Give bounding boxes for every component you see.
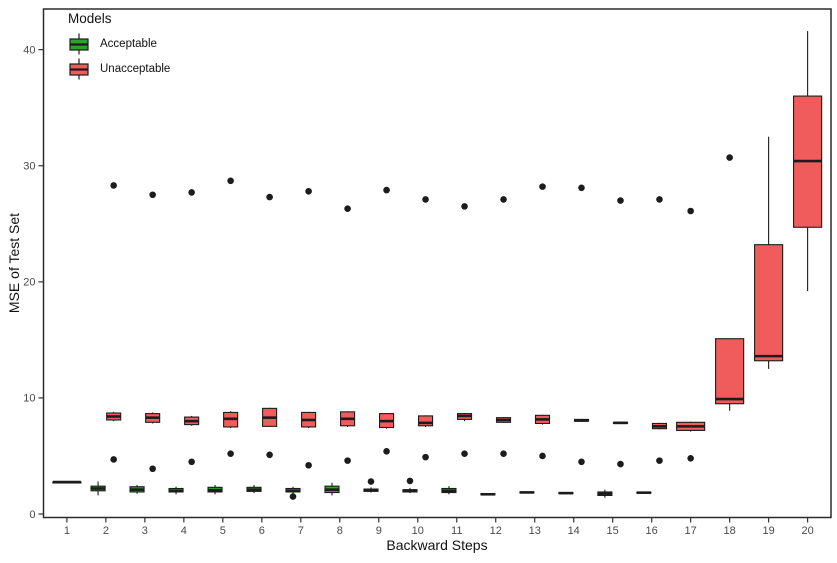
outlier-dot-unacceptable-x2: [110, 456, 117, 463]
legend-item-unacceptable: Unacceptable: [66, 56, 170, 81]
x-tick-label: 19: [762, 525, 774, 537]
x-tick-label: 5: [220, 525, 226, 537]
x-tick-label: 7: [298, 525, 304, 537]
outlier-dot-unacceptable-x10: [422, 196, 429, 203]
legend-label-acceptable: Acceptable: [100, 37, 157, 50]
x-axis-title: Backward Steps: [386, 537, 488, 553]
x-tick-label: 6: [259, 525, 265, 537]
x-tick-label: 16: [646, 525, 658, 537]
box-unacceptable-x18: [715, 338, 745, 405]
outlier-dot-unacceptable-x6: [266, 451, 273, 459]
outlier-dot-unacceptable-x5: [227, 450, 234, 457]
outlier-dot-unacceptable-x6: [266, 193, 273, 201]
outlier-dot-unacceptable-x7: [305, 461, 312, 469]
outlier-dot-unacceptable-x18: [726, 154, 733, 161]
x-tick-label: 15: [607, 525, 619, 537]
outlier-dot-unacceptable-x11: [461, 203, 468, 210]
x-tick-label: 1: [64, 525, 70, 537]
legend-item-acceptable: Acceptable: [66, 31, 170, 56]
outlier-dot-unacceptable-x4: [188, 458, 195, 466]
y-tick-label: 20: [23, 277, 35, 289]
box-unacceptable-x19: [754, 244, 784, 362]
x-tick-label: 3: [142, 525, 148, 537]
y-tick-label: 10: [23, 393, 35, 405]
outlier-dot-unacceptable-x17: [687, 454, 694, 462]
outlier-dot-unacceptable-x3: [149, 465, 156, 473]
outlier-dot-acceptable-x9: [367, 478, 375, 485]
x-tick-label: 13: [529, 525, 541, 537]
x-tick-label: 20: [801, 525, 813, 537]
outlier-dot-unacceptable-x12: [500, 196, 507, 203]
y-tick-label: 30: [23, 161, 35, 173]
outlier-dot-unacceptable-x15: [617, 197, 624, 204]
x-tick-label: 8: [337, 525, 343, 537]
legend: Models Acceptable Unacceptable: [66, 11, 170, 81]
outlier-dot-unacceptable-x16: [656, 457, 663, 464]
x-tick-label: 4: [181, 525, 187, 537]
x-tick-label: 17: [685, 525, 697, 537]
outlier-dot-unacceptable-x17: [687, 207, 694, 215]
outlier-dot-unacceptable-x12: [500, 450, 507, 457]
outlier-dot-unacceptable-x3: [149, 191, 156, 199]
outlier-dot-unacceptable-x9: [383, 448, 390, 455]
outlier-dot-unacceptable-x13: [539, 183, 546, 190]
y-axis-title: MSE of Test Set: [6, 212, 22, 314]
outlier-dot-unacceptable-x10: [422, 453, 429, 461]
outlier-dot-unacceptable-x7: [305, 187, 312, 195]
legend-label-unacceptable: Unacceptable: [100, 62, 171, 75]
x-tick-label: 18: [724, 525, 736, 537]
x-tick-label: 12: [490, 525, 502, 537]
outlier-dot-unacceptable-x4: [188, 189, 195, 196]
outlier-dot-unacceptable-x13: [539, 452, 546, 460]
y-tick-label: 0: [29, 509, 35, 521]
outlier-dot-acceptable-x7: [289, 493, 297, 500]
outlier-dot-unacceptable-x8: [344, 205, 351, 212]
box-unacceptable-x10: [417, 415, 434, 427]
outlier-dot-unacceptable-x8: [344, 457, 351, 464]
outlier-dot-unacceptable-x2: [110, 182, 117, 189]
outlier-dot-unacceptable-x5: [227, 177, 234, 185]
outlier-dot-unacceptable-x11: [461, 450, 468, 457]
panel-border: [42, 8, 832, 519]
boxplot-key-unacceptable-icon: [69, 58, 89, 79]
x-tick-label: 2: [103, 525, 109, 537]
x-tick-label: 9: [376, 525, 382, 537]
x-tick-label: 10: [412, 525, 424, 537]
outlier-dot-unacceptable-x14: [578, 184, 585, 192]
legend-title: Models: [68, 11, 112, 26]
outlier-dot-acceptable-x10: [406, 477, 414, 485]
outlier-dot-unacceptable-x16: [656, 196, 663, 203]
x-tick-label: 11: [451, 525, 462, 537]
y-tick-label: 40: [23, 44, 35, 56]
outlier-dot-unacceptable-x15: [617, 460, 624, 468]
outlier-dot-unacceptable-x14: [578, 458, 585, 466]
outlier-dot-unacceptable-x9: [383, 186, 390, 194]
x-tick-label: 14: [568, 525, 580, 537]
boxplot-key-acceptable-icon: [69, 33, 89, 54]
